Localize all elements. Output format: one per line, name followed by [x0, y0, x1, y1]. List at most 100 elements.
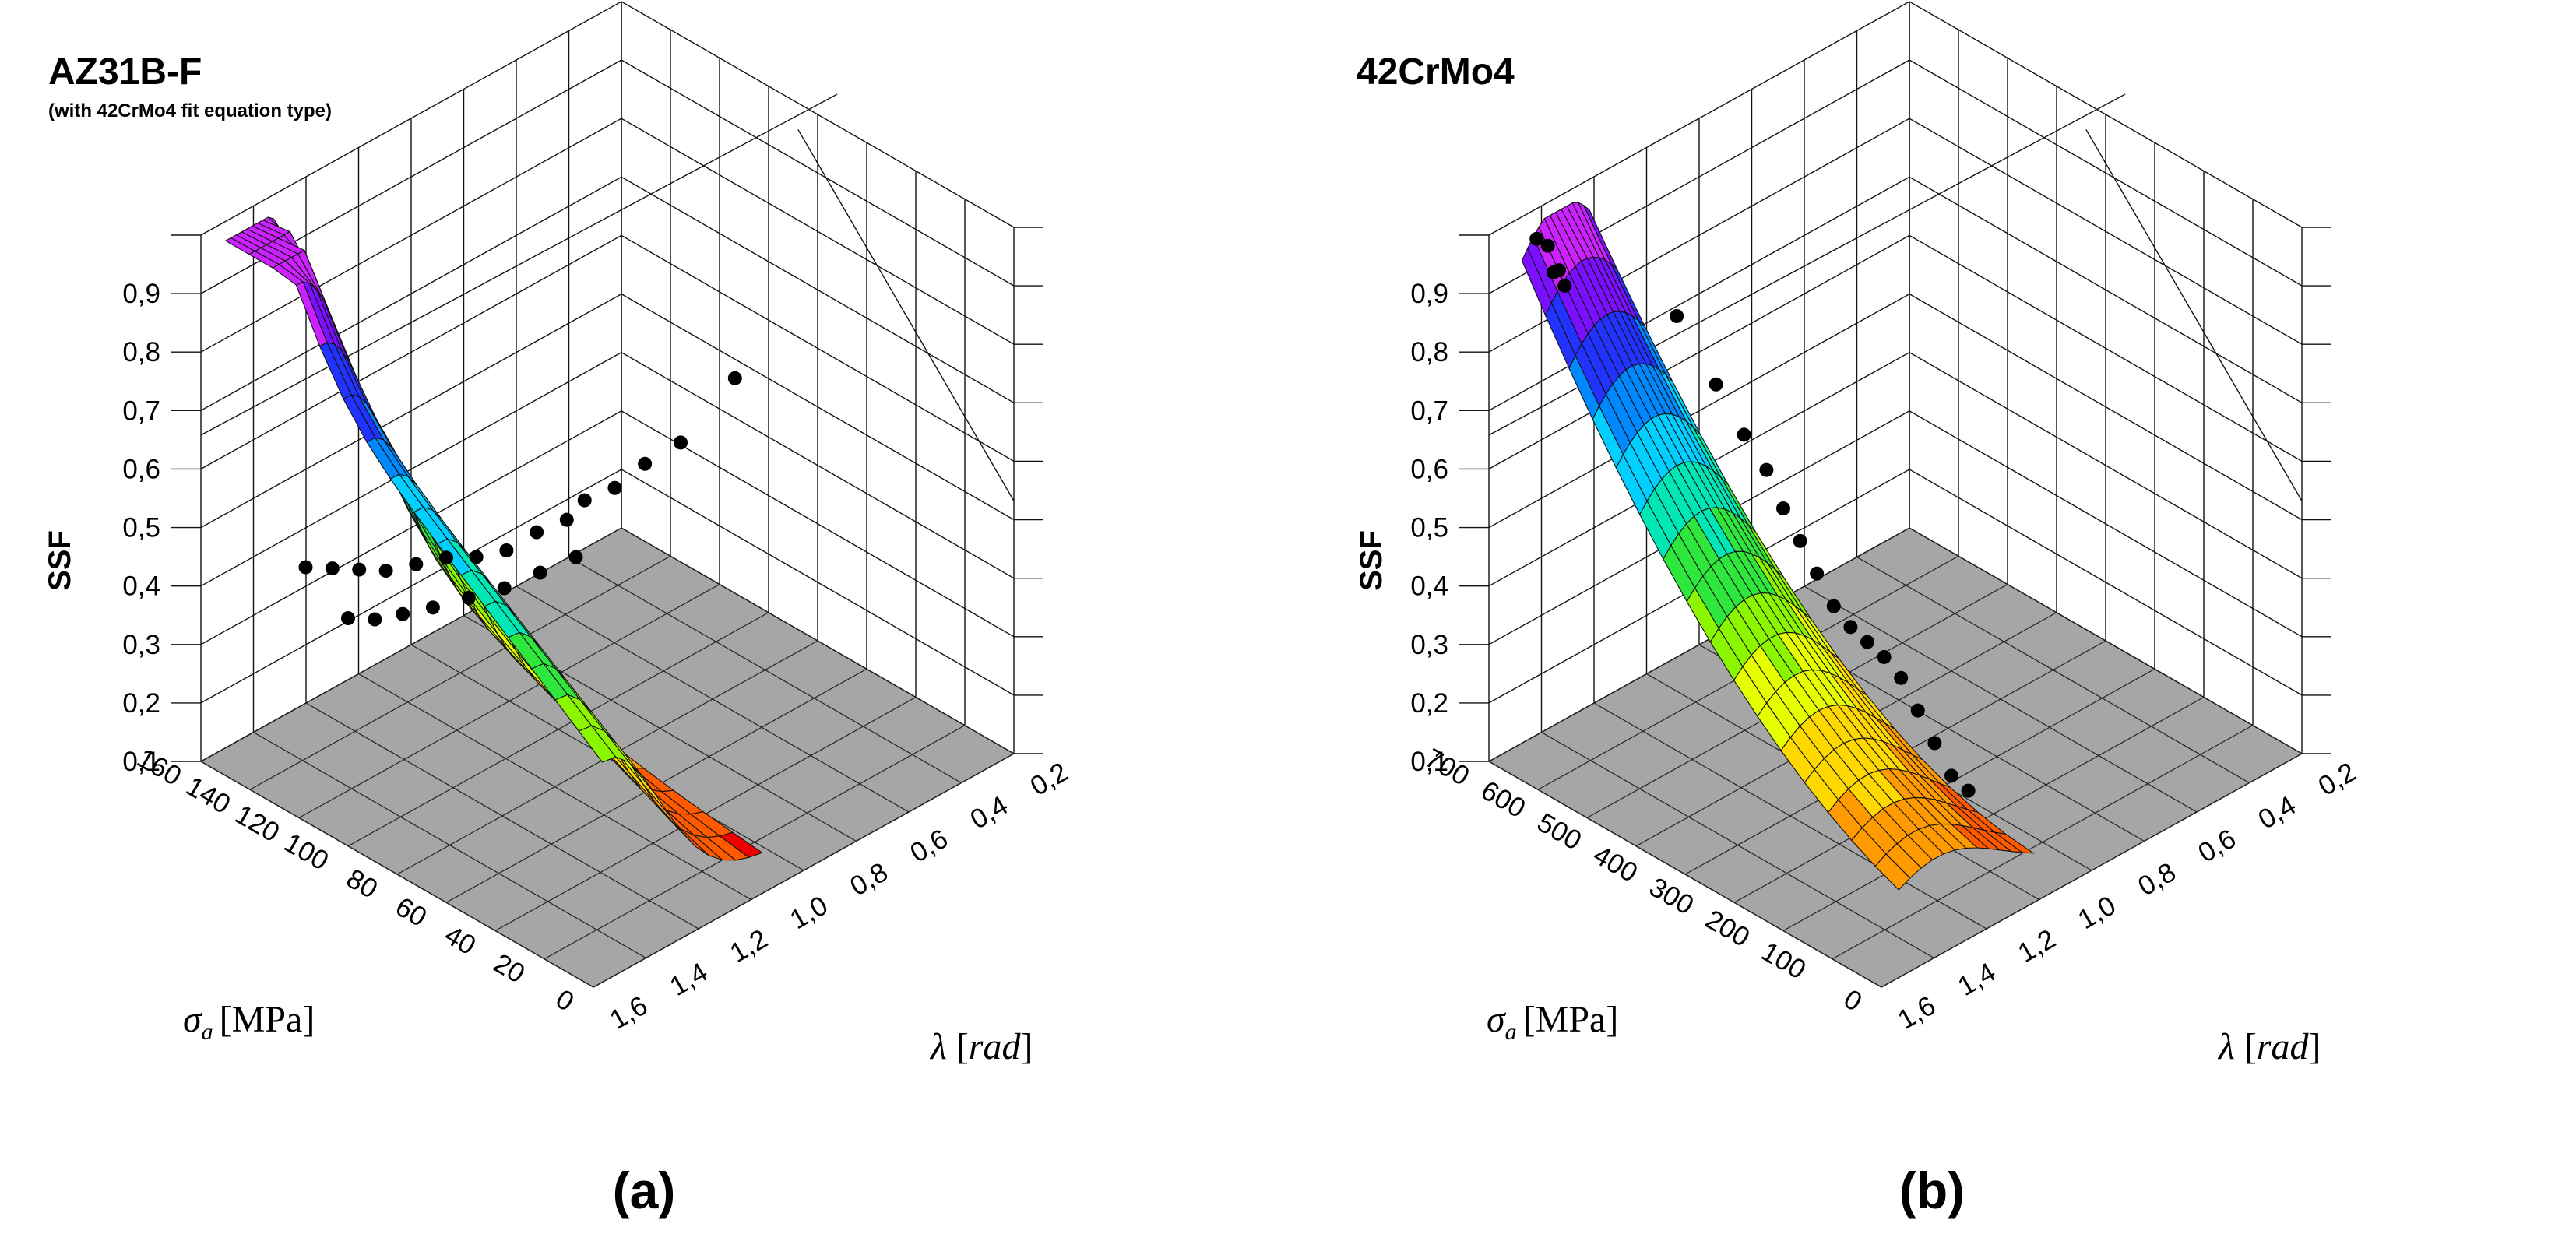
data-point [577, 493, 592, 508]
data-point [674, 435, 688, 450]
data-point [497, 581, 512, 596]
data-point [1546, 265, 1561, 279]
chart-svg-b: 0,1 0,2 0,3 0,4 0,5 0,6 0,7 0,8 0,9 0 100200300400… [1354, 1, 2362, 1219]
wall-diagonal [797, 128, 1015, 501]
data-point [1540, 238, 1555, 253]
data-point [1877, 649, 1892, 664]
floor-gridline [200, 527, 622, 762]
x-tick-label: 100 [1756, 937, 1811, 986]
y-tick-label: 1,4 [665, 957, 713, 1002]
data-point [1557, 278, 1572, 293]
data-point [1944, 768, 1958, 783]
surface-facet [578, 725, 617, 763]
data-point [1737, 427, 1751, 442]
x-axis-unit: [MPa] [220, 999, 315, 1040]
data-point [409, 557, 424, 571]
floor-gridline [1488, 527, 1910, 762]
data-point [1709, 377, 1723, 392]
chart-title: AZ31B-F [48, 51, 202, 93]
data-point [378, 564, 393, 578]
y-tick-label: 1,0 [2073, 890, 2121, 935]
x-tick-label: 300 [1644, 872, 1698, 921]
x-tick-label: 120 [230, 799, 284, 848]
data-point [1776, 501, 1790, 516]
data-point [559, 512, 574, 527]
z-tick-label: 0,4 [1410, 571, 1448, 602]
data-point [1860, 635, 1874, 649]
floor-gridline [1881, 753, 2303, 988]
x-tick-label: 0 [1839, 983, 1867, 1018]
panel-caption: (b) [1899, 1162, 1965, 1219]
x-axis-symbol: σ [1487, 999, 1507, 1040]
z-tick-label: 0,1 [1410, 747, 1448, 777]
y-tick-label: 0,2 [1026, 757, 1074, 802]
y-tick-label: 0,2 [2314, 757, 2362, 802]
x-tick-label: 140 [181, 771, 235, 820]
x-axis-symbol: σ [183, 999, 203, 1040]
floor-gridline [347, 612, 769, 847]
data-point [396, 606, 410, 621]
floor-gridline [593, 753, 1015, 988]
floor-gridline [544, 725, 966, 960]
y-tick-label: 1,4 [1953, 957, 2001, 1002]
y-tick-label: 0,4 [2253, 790, 2301, 835]
data-point [607, 480, 622, 495]
y-axis-label: λ [rad] [2217, 1026, 2321, 1067]
data-point [425, 600, 440, 615]
data-point [1529, 231, 1544, 246]
data-point [1927, 736, 1942, 751]
data-point [499, 543, 514, 557]
x-tick-label: 400 [1588, 839, 1642, 888]
data-point [1759, 462, 1774, 477]
data-point [533, 565, 547, 580]
x-axis-subscript: a [1505, 1019, 1517, 1045]
x-tick-label: 20 [488, 947, 530, 989]
chart-panel-b: 0,1 0,2 0,3 0,4 0,5 0,6 0,7 0,8 0,9 0 100 200 300 400… [1288, 0, 2576, 1237]
z-tick-label: 0,8 [122, 337, 160, 367]
y-axis-symbol: λ [2217, 1026, 2235, 1067]
y-axis-label: λ [rad] [929, 1026, 1033, 1067]
data-points [298, 371, 742, 627]
y-tick-label: 1,2 [725, 923, 773, 969]
chart-title: 42CrMo4 [1357, 51, 1515, 93]
y-tick-label: 0,6 [2193, 824, 2241, 869]
y-axis-symbol: λ [929, 1026, 947, 1067]
y-tick-label: 0,8 [845, 856, 893, 902]
y-axis-unit: rad [969, 1026, 1022, 1067]
wall-diagonal [2085, 128, 2303, 501]
x-tick-label: 80 [341, 863, 382, 905]
z-tick-label: 0,6 [122, 454, 160, 484]
data-point [1793, 533, 1807, 548]
data-point [298, 560, 313, 575]
data-point [568, 550, 583, 564]
y-tick-label: 1,6 [605, 990, 653, 1035]
x-tick-label: 500 [1532, 807, 1586, 856]
chart-subtitle: (with 42CrMo4 fit equation type) [48, 100, 332, 121]
y-tick-label: 1,6 [1893, 990, 1941, 1035]
chart-svg-a: 0,10,20,30,40,50,60,70,80,90204060801001… [43, 1, 1074, 1219]
y-tick-label: 0,8 [2133, 856, 2181, 902]
data-point [727, 371, 742, 385]
data-point [1910, 703, 1925, 718]
z-tick-label: 0,1 [122, 747, 160, 777]
surface-facet [1874, 853, 1911, 891]
chart-panel-a: 0,1 0,2 0,3 0,4 0,5 0,6 0,7 0,8 0,9 0 20 40 60 80 100 1… [0, 0, 1288, 1237]
x-axis-unit: [MPa] [1523, 999, 1619, 1040]
data-point [439, 550, 453, 565]
z-axis-label: SSF [43, 530, 77, 591]
data-point [1670, 308, 1684, 323]
x-tick-label: 0 [551, 983, 579, 1018]
y-tick-label: 0,4 [965, 790, 1013, 835]
floor-gridline [1782, 696, 2205, 932]
x-tick-label: 200 [1700, 904, 1754, 953]
z-tick-label: 0,7 [1410, 396, 1448, 426]
wall-diagonal [200, 93, 838, 436]
y-axis-unit: rad [2257, 1026, 2310, 1067]
z-tick-label: 0,9 [1410, 279, 1448, 309]
floor-gridline [1832, 725, 2254, 960]
data-point [1826, 599, 1841, 613]
x-tick-label: 40 [439, 919, 480, 961]
data-point [1843, 620, 1858, 635]
z-tick-label: 0,6 [1410, 454, 1448, 484]
data-point [469, 550, 484, 564]
